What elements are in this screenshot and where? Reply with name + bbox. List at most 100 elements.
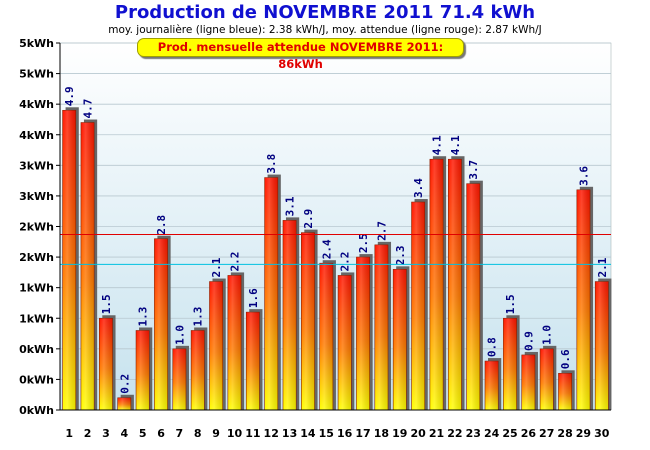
x-tick-label: 26 bbox=[521, 427, 537, 440]
bar-value-label: 0.2 bbox=[118, 374, 131, 394]
x-tick-label: 30 bbox=[594, 427, 610, 440]
bar-value-label: 4.7 bbox=[82, 99, 95, 119]
bar-shading bbox=[246, 312, 260, 410]
bar-value-label: 2.2 bbox=[228, 252, 241, 272]
x-tick-label: 8 bbox=[194, 427, 202, 440]
x-tick-label: 13 bbox=[282, 427, 297, 440]
bar-value-label: 3.6 bbox=[577, 166, 590, 186]
bar-value-label: 1.0 bbox=[173, 325, 186, 345]
bar-value-label: 2.9 bbox=[302, 209, 315, 229]
bar-value-label: 1.6 bbox=[247, 288, 260, 308]
bar-shading bbox=[595, 281, 609, 410]
reference-lines bbox=[60, 233, 611, 265]
bar-shading bbox=[448, 159, 462, 410]
bar-value-label: 3.1 bbox=[284, 196, 297, 216]
x-tick-label: 2 bbox=[84, 427, 92, 440]
bar-value-label: 0.6 bbox=[559, 349, 572, 369]
bar-shading bbox=[282, 220, 297, 410]
bar-shading bbox=[356, 257, 370, 410]
bar-value-label: 3.4 bbox=[412, 178, 425, 198]
x-tick-label: 24 bbox=[484, 427, 500, 440]
bar-shading bbox=[521, 354, 535, 410]
bar-value-label: 2.8 bbox=[155, 215, 168, 235]
bar-shading bbox=[503, 318, 517, 410]
x-tick-label: 11 bbox=[245, 427, 260, 440]
bar-value-label: 1.3 bbox=[192, 307, 205, 327]
x-tick-label: 4 bbox=[120, 427, 128, 440]
bar-shading bbox=[429, 159, 444, 410]
chart-title: Production de NOVEMBRE 2011 71.4 kWh bbox=[114, 2, 536, 23]
bar-shading bbox=[540, 348, 554, 410]
x-tick-label: 21 bbox=[429, 427, 444, 440]
bar-value-label: 4.1 bbox=[431, 135, 444, 155]
x-tick-label: 12 bbox=[264, 427, 279, 440]
bar-shading bbox=[99, 318, 113, 410]
bar-shading bbox=[209, 281, 223, 410]
bar-shading bbox=[466, 183, 480, 410]
y-tick-label: 0kWh bbox=[19, 404, 54, 417]
y-tick-label: 1kWh bbox=[19, 282, 54, 295]
x-tick-label: 28 bbox=[557, 427, 572, 440]
bar-shading bbox=[172, 348, 186, 410]
x-tick-label: 1 bbox=[65, 427, 73, 440]
bar-value-label: 2.5 bbox=[357, 233, 370, 253]
bar-shading bbox=[558, 373, 572, 410]
bar-value-label: 0.8 bbox=[486, 337, 499, 357]
bar-value-label: 0.9 bbox=[522, 331, 535, 351]
chart-subtitle: moy. journalière (ligne bleue): 2.38 kWh… bbox=[108, 24, 542, 36]
bar-value-label: 2.7 bbox=[375, 221, 388, 241]
y-tick-label: 3kWh bbox=[19, 190, 54, 203]
bar-value-label: 2.1 bbox=[596, 257, 609, 277]
bar-value-label: 2.4 bbox=[320, 239, 333, 259]
bar-shading bbox=[411, 202, 425, 410]
bar-shading bbox=[154, 238, 168, 410]
bar-shading bbox=[136, 330, 150, 410]
x-tick-label: 3 bbox=[102, 427, 110, 440]
bar-value-label: 3.7 bbox=[467, 160, 480, 180]
y-tick-label: 5kWh bbox=[19, 68, 54, 81]
x-axis-ticks: 1 2 3 4 5 6 7 8 9 10 11 12 13 14 15 16 17 18 19 20 21 22 23 24 2… bbox=[65, 427, 609, 440]
x-tick-label: 27 bbox=[539, 427, 554, 440]
bar-value-label: 2.2 bbox=[339, 252, 352, 272]
x-tick-label: 9 bbox=[212, 427, 220, 440]
bar-shading bbox=[264, 177, 278, 410]
bar-value-label: 4.1 bbox=[449, 135, 462, 155]
x-tick-label: 5 bbox=[139, 427, 147, 440]
x-tick-label: 20 bbox=[410, 427, 426, 440]
x-tick-label: 19 bbox=[392, 427, 407, 440]
bar-value-label: 1.3 bbox=[137, 307, 150, 327]
bar-shading bbox=[117, 397, 131, 410]
bar-value-label: 2.1 bbox=[210, 257, 223, 277]
y-axis-ticks: 0kWh 0kWh 0kWh 1kWh 1kWh 2kWh 2kWh 3kWh 3kWh 4kWh… bbox=[19, 37, 60, 417]
y-tick-label: 5kWh bbox=[19, 37, 54, 50]
bar-shading bbox=[485, 361, 499, 410]
expected-production-badge: Prod. mensuelle attendue NOVEMBRE 2011: … bbox=[137, 38, 464, 71]
bar-shading bbox=[301, 232, 315, 410]
y-tick-label: 1kWh bbox=[19, 312, 54, 325]
bar-shading bbox=[393, 269, 407, 410]
x-tick-label: 22 bbox=[447, 427, 462, 440]
y-tick-label: 2kWh bbox=[19, 221, 54, 234]
y-tick-label: 4kWh bbox=[19, 129, 54, 142]
y-tick-label: 4kWh bbox=[19, 98, 54, 111]
x-tick-label: 6 bbox=[157, 427, 165, 440]
bar-shading bbox=[191, 330, 205, 410]
bar-shading bbox=[62, 110, 76, 411]
y-tick-label: 0kWh bbox=[19, 343, 54, 356]
y-tick-label: 2kWh bbox=[19, 251, 54, 264]
y-tick-label: 3kWh bbox=[19, 159, 54, 172]
x-tick-label: 16 bbox=[337, 427, 353, 440]
bar-value-label: 4.9 bbox=[63, 86, 76, 106]
x-tick-label: 15 bbox=[319, 427, 334, 440]
bar-shading bbox=[576, 189, 591, 410]
x-tick-label: 14 bbox=[300, 427, 316, 440]
bar-value-label: 3.8 bbox=[265, 154, 278, 174]
x-tick-label: 23 bbox=[466, 427, 481, 440]
bar-shading bbox=[338, 275, 352, 410]
bar-value-label: 1.0 bbox=[541, 325, 554, 345]
bar-shading bbox=[374, 244, 389, 410]
bar-shading bbox=[227, 275, 242, 410]
bar-shading bbox=[319, 263, 333, 410]
x-tick-label: 18 bbox=[374, 427, 389, 440]
